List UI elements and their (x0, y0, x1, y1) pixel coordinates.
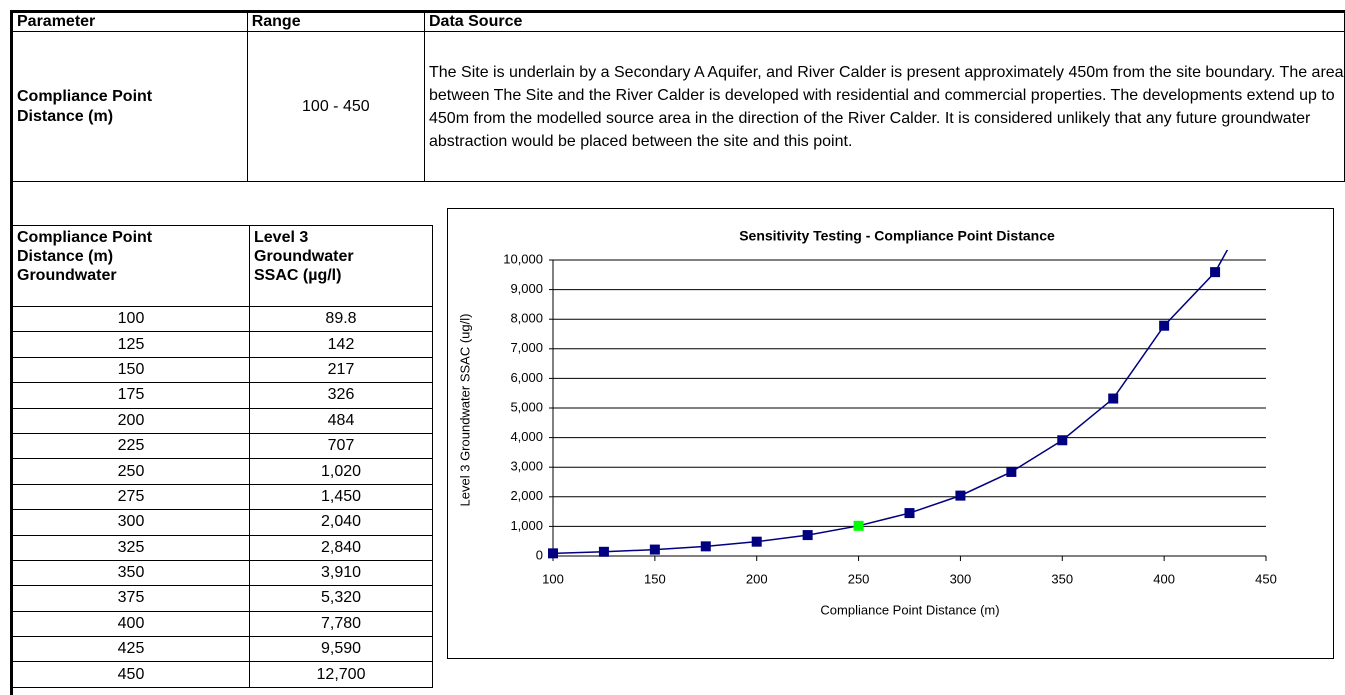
range: 100 - 450 (246, 31, 426, 182)
x-tick-label: 150 (644, 571, 666, 586)
table-row: 350 3,910 (10, 559, 433, 587)
y-tick-label: 6,000 (510, 370, 543, 385)
marker (1057, 435, 1068, 446)
table-row: 150 217 (10, 356, 433, 384)
y-tick-label: 2,000 (510, 488, 543, 503)
chart-title: Sensitivity Testing - Compliance Point D… (739, 228, 1055, 244)
y-tick-label: 9,000 (510, 281, 543, 296)
marker (649, 544, 660, 555)
marker (1159, 320, 1170, 331)
header-row: Compliance Point Distance (m) Groundwater L… (10, 225, 433, 307)
header-line: Groundwater (254, 248, 354, 265)
ssac-value: 1,020 (249, 458, 433, 485)
distance: 300 (10, 509, 250, 536)
y-axis-label: Level 3 Groundwater SSAC (ug/l) (457, 314, 472, 507)
ssac-value: 3,910 (249, 559, 433, 587)
distance: 325 (10, 534, 250, 561)
parameter-name: Compliance Point Distance (m) (17, 87, 153, 125)
ssac-value: 7,780 (249, 610, 433, 638)
marker (853, 520, 864, 531)
marker (598, 546, 609, 557)
distance: 450 (10, 661, 250, 688)
ssac-value: 9,590 (249, 636, 433, 663)
plot (548, 175, 1271, 559)
table-row: 400 7,780 (10, 610, 433, 638)
x-tick-label: 250 (848, 571, 870, 586)
marker (548, 548, 558, 559)
x-tick-label: 100 (542, 571, 564, 586)
header-line: SSAC (µg/l) (254, 267, 342, 284)
marker (955, 490, 966, 501)
y-tick-label: 7,000 (510, 340, 543, 355)
ssac-value: 1,450 (249, 483, 433, 511)
y-tick-label: 10,000 (503, 251, 543, 266)
y-tick-label: 3,000 (510, 459, 543, 474)
x-tick-label: 450 (1255, 571, 1277, 586)
table-row: 450 12,700 (10, 661, 433, 688)
y-tick-label: 4,000 (510, 429, 543, 444)
table-row: 200 484 (10, 407, 433, 434)
table-row: 250 1,020 (10, 458, 433, 485)
y-tick-label: 0 (536, 547, 543, 562)
header-line: Level 3 (254, 229, 309, 246)
x-tick-label: 400 (1153, 571, 1175, 586)
marker (904, 508, 915, 519)
x-tick-label: 350 (1051, 571, 1073, 586)
sensitivity-table: Compliance Point Distance (m) Groundwater L… (10, 225, 433, 688)
marker (802, 530, 813, 541)
table-row: 100 89.8 (10, 305, 433, 333)
marker (1108, 393, 1119, 404)
data-source-text: The Site is underlain by a Secondary A A… (429, 63, 1344, 150)
y-tick-label: 8,000 (510, 311, 543, 326)
x-tick-label: 200 (746, 571, 768, 586)
header-cell: Range (246, 11, 426, 32)
distance: 100 (10, 305, 250, 333)
marker (1210, 267, 1221, 278)
table-row: 275 1,450 (10, 483, 433, 511)
marker (1006, 466, 1017, 477)
y-tick-label: 1,000 (510, 518, 543, 533)
distance: 400 (10, 610, 250, 638)
x-axis-label: Compliance Point Distance (m) (820, 602, 999, 617)
distance: 125 (10, 331, 250, 358)
marker (700, 541, 711, 552)
marker (1261, 175, 1271, 185)
distance: 225 (10, 432, 250, 460)
marker (751, 536, 762, 547)
data-source: The Site is underlain by a Secondary A A… (424, 31, 1345, 182)
header-cell: Compliance Point Distance (m) Groundwater (10, 225, 250, 307)
x-tick-label: 300 (950, 571, 972, 586)
header-line: Distance (m) (17, 248, 114, 265)
parameter-table: Parameter Range Data Source Compliance P… (10, 10, 1345, 182)
table-row: 225 707 (10, 432, 433, 460)
distance: 350 (10, 559, 250, 587)
distance: 275 (10, 483, 250, 511)
ssac-value: 12,700 (249, 661, 433, 688)
header-cell: Data Source (424, 11, 1345, 32)
header-line: Groundwater (17, 267, 117, 284)
table-row: 325 2,840 (10, 534, 433, 561)
header-line: Compliance Point (17, 229, 153, 246)
header-cell: Level 3 Groundwater SSAC (µg/l) (249, 225, 433, 307)
ssac-value: 326 (249, 382, 433, 409)
chart-frame (447, 208, 1334, 659)
distance: 200 (10, 407, 250, 434)
ssac-value: 484 (249, 407, 433, 434)
y-tick-label: 5,000 (510, 399, 543, 414)
